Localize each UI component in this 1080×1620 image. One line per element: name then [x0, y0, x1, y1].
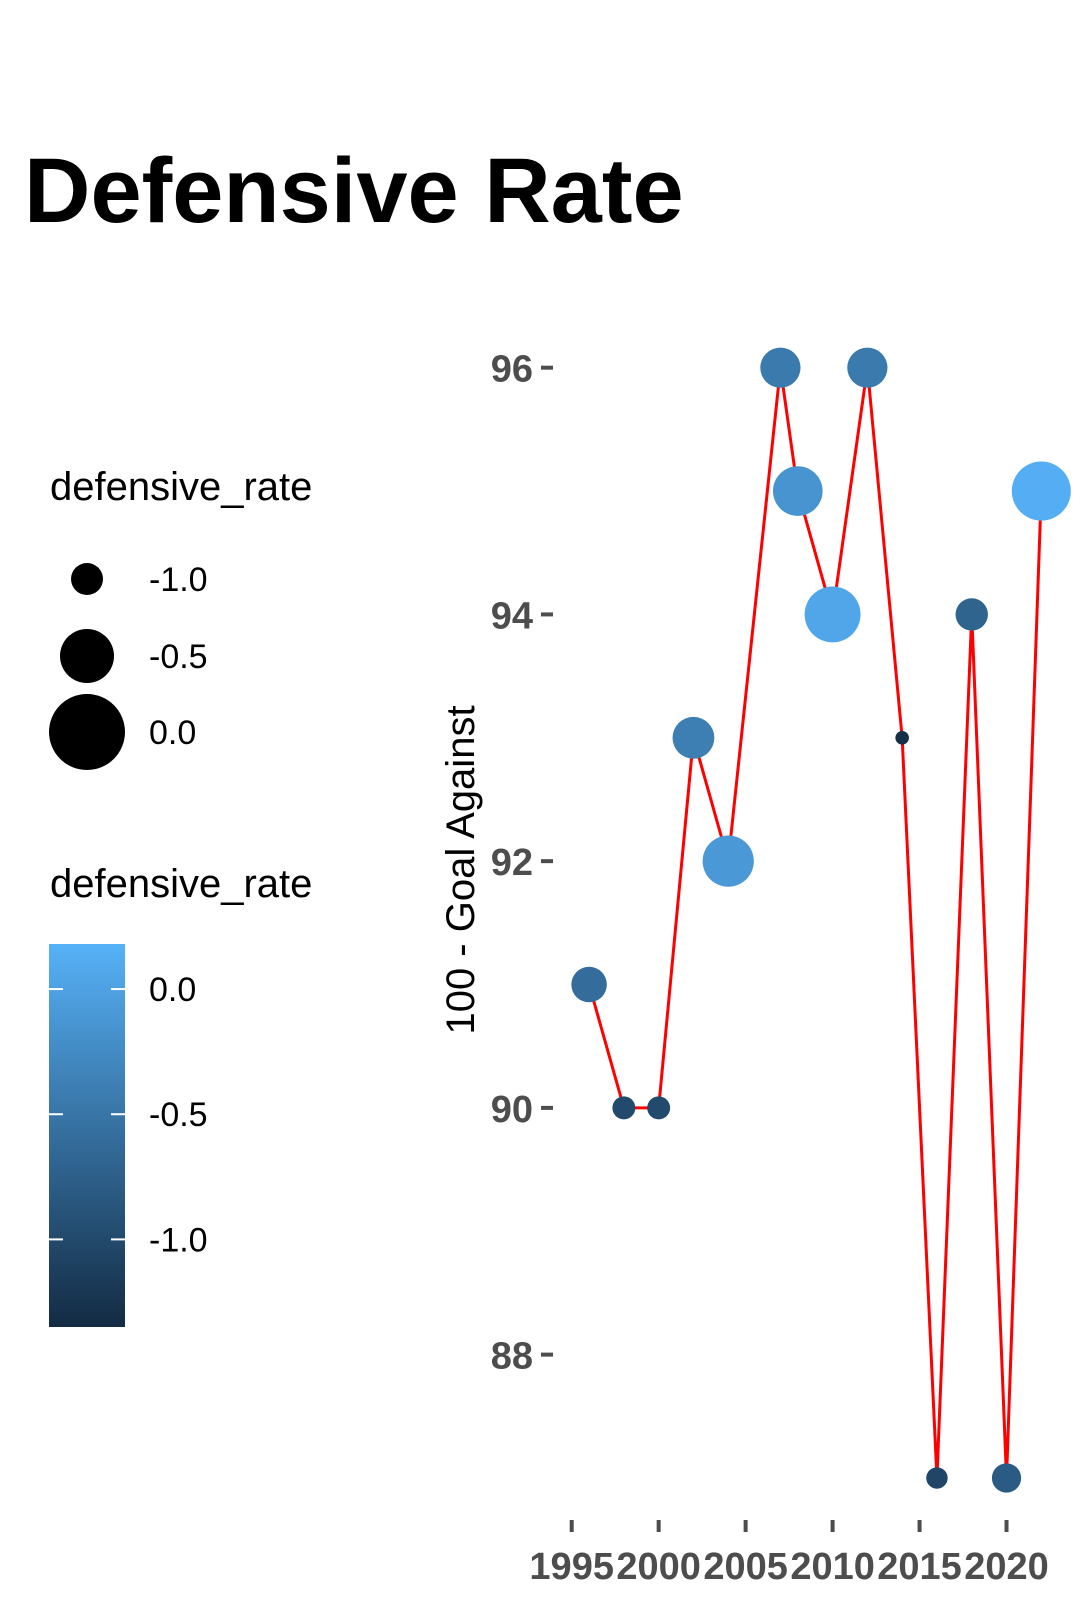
colorbar [49, 944, 125, 1327]
y-tick-label: 88 [491, 1336, 533, 1378]
data-point [702, 835, 754, 887]
size-legend-key [60, 629, 114, 683]
colorbar-label: -1.0 [149, 1221, 208, 1259]
y-tick-label: 90 [491, 1089, 533, 1131]
data-point [612, 1096, 636, 1120]
y-tick-label: 96 [491, 349, 533, 391]
x-tick-label: 2000 [616, 1546, 701, 1588]
data-point [760, 347, 801, 388]
colorbar-label: -0.5 [149, 1096, 208, 1134]
series-line [587, 367, 1043, 1479]
data-point [1011, 461, 1071, 521]
data-point [991, 1463, 1022, 1493]
x-axis: 1995 2000 2005 2010 2015 2020 [529, 1520, 1049, 1588]
color-legend: defensive_rate 0.0 -0.5 -1.0 [49, 862, 312, 1327]
x-tick-label: 2020 [964, 1546, 1049, 1588]
size-legend-label: -0.5 [149, 638, 208, 676]
y-axis: 88 90 92 94 96 [491, 349, 553, 1378]
chart-title: Defensive Rate [24, 140, 684, 242]
data-point [804, 586, 861, 643]
size-legend-key [71, 563, 103, 595]
data-point [647, 1096, 671, 1120]
color-legend-title: defensive_rate [50, 862, 312, 906]
plot-panel [571, 347, 1071, 1493]
x-tick-label: 1995 [529, 1546, 614, 1588]
y-tick-label: 92 [491, 842, 533, 884]
colorbar-label: 0.0 [149, 971, 196, 1009]
data-point [895, 731, 909, 745]
data-point [955, 598, 988, 631]
size-legend-title: defensive_rate [50, 465, 312, 509]
y-tick-label: 94 [491, 595, 533, 637]
x-tick-label: 2010 [790, 1546, 875, 1588]
x-tick-label: 2015 [877, 1546, 962, 1588]
size-legend-label: -1.0 [149, 561, 208, 599]
y-axis-title: 100 - Goal Against [439, 705, 483, 1034]
size-legend-label: 0.0 [149, 714, 196, 752]
data-point [672, 716, 715, 759]
data-point [772, 466, 823, 516]
size-legend-key [49, 694, 125, 770]
x-tick-label: 2005 [703, 1546, 788, 1588]
data-point [571, 966, 607, 1003]
size-legend: defensive_rate -1.0 -0.5 0.0 [49, 465, 312, 770]
data-point [847, 347, 888, 388]
data-point [926, 1467, 948, 1489]
